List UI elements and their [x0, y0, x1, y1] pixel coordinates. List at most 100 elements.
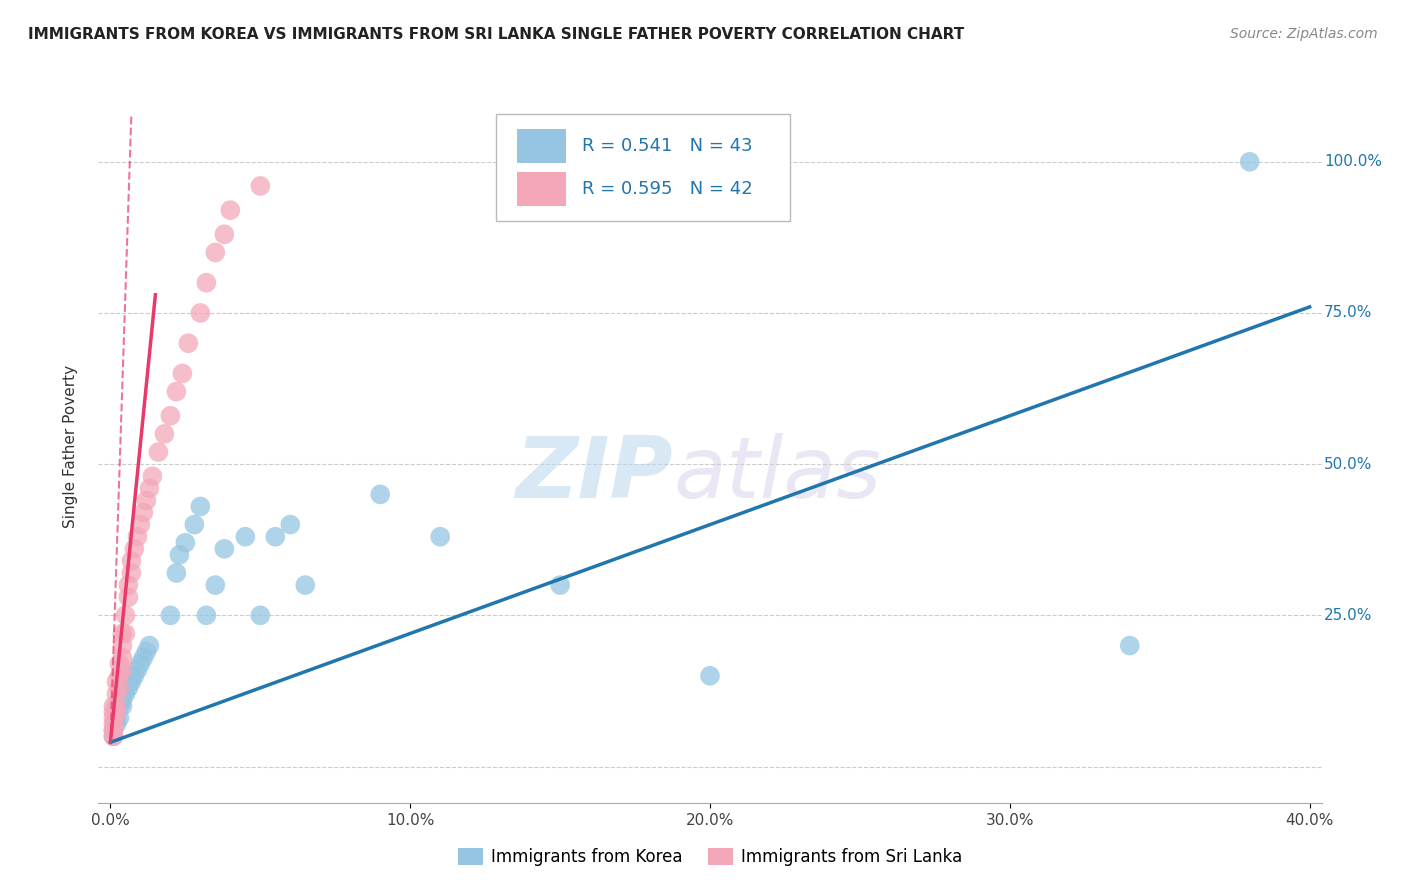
- Point: [129, 517, 152, 532]
- Point: [103, 699, 125, 714]
- Point: [233, 530, 256, 544]
- Point: [108, 657, 131, 671]
- Text: 25.0%: 25.0%: [1324, 607, 1372, 623]
- Point: [114, 626, 136, 640]
- Point: [105, 705, 128, 719]
- Text: 100.0%: 100.0%: [1324, 154, 1382, 169]
- Point: [214, 541, 236, 556]
- Point: [111, 663, 134, 677]
- Point: [165, 566, 187, 580]
- Point: [103, 705, 125, 719]
- Point: [188, 500, 211, 514]
- Point: [135, 493, 157, 508]
- Point: [103, 729, 125, 743]
- Point: [148, 445, 170, 459]
- Point: [111, 639, 134, 653]
- Text: R = 0.595   N = 42: R = 0.595 N = 42: [582, 180, 752, 198]
- Point: [132, 506, 155, 520]
- Point: [127, 663, 149, 677]
- Point: [188, 306, 211, 320]
- Point: [183, 517, 205, 532]
- Point: [264, 530, 287, 544]
- FancyBboxPatch shape: [496, 114, 790, 221]
- Point: [135, 645, 157, 659]
- Point: [1239, 154, 1261, 169]
- Point: [108, 669, 131, 683]
- Point: [159, 608, 181, 623]
- Point: [108, 681, 131, 695]
- Text: 75.0%: 75.0%: [1324, 305, 1372, 320]
- Point: [111, 650, 134, 665]
- Point: [368, 487, 391, 501]
- Point: [159, 409, 181, 423]
- Point: [153, 426, 176, 441]
- Point: [138, 481, 160, 495]
- Text: Source: ZipAtlas.com: Source: ZipAtlas.com: [1230, 27, 1378, 41]
- Point: [108, 693, 131, 707]
- Point: [114, 681, 136, 695]
- Y-axis label: Single Father Poverty: Single Father Poverty: [63, 365, 77, 527]
- Point: [195, 608, 218, 623]
- Point: [214, 227, 236, 242]
- Point: [165, 384, 187, 399]
- Point: [219, 203, 242, 218]
- Point: [124, 541, 146, 556]
- Bar: [517, 172, 565, 206]
- Point: [117, 590, 139, 604]
- Point: [699, 669, 721, 683]
- Text: IMMIGRANTS FROM KOREA VS IMMIGRANTS FROM SRI LANKA SINGLE FATHER POVERTY CORRELA: IMMIGRANTS FROM KOREA VS IMMIGRANTS FROM…: [28, 27, 965, 42]
- Point: [103, 723, 125, 738]
- Text: 50.0%: 50.0%: [1324, 457, 1372, 472]
- Legend: Immigrants from Korea, Immigrants from Sri Lanka: Immigrants from Korea, Immigrants from S…: [451, 841, 969, 873]
- Point: [127, 530, 149, 544]
- Point: [103, 729, 125, 743]
- Point: [129, 657, 152, 671]
- Text: ZIP: ZIP: [516, 433, 673, 516]
- Point: [177, 336, 200, 351]
- Point: [114, 608, 136, 623]
- Point: [169, 548, 191, 562]
- Point: [249, 178, 271, 193]
- Point: [141, 469, 163, 483]
- Point: [105, 687, 128, 701]
- Point: [111, 693, 134, 707]
- Text: atlas: atlas: [673, 433, 882, 516]
- Point: [204, 578, 226, 592]
- Point: [114, 687, 136, 701]
- Point: [429, 530, 451, 544]
- Point: [120, 566, 142, 580]
- Point: [105, 711, 128, 725]
- Point: [1119, 639, 1142, 653]
- Point: [174, 535, 197, 549]
- Point: [117, 674, 139, 689]
- Point: [132, 650, 155, 665]
- Point: [103, 723, 125, 738]
- Point: [105, 674, 128, 689]
- Point: [294, 578, 316, 592]
- Point: [120, 674, 142, 689]
- Point: [103, 717, 125, 731]
- Point: [105, 699, 128, 714]
- Text: R = 0.541   N = 43: R = 0.541 N = 43: [582, 137, 752, 155]
- Point: [120, 669, 142, 683]
- Point: [111, 687, 134, 701]
- Point: [111, 626, 134, 640]
- Point: [124, 669, 146, 683]
- Point: [548, 578, 571, 592]
- Point: [105, 717, 128, 731]
- Point: [117, 681, 139, 695]
- Point: [111, 699, 134, 714]
- Point: [172, 367, 194, 381]
- Point: [138, 639, 160, 653]
- Point: [249, 608, 271, 623]
- Bar: [517, 129, 565, 163]
- Point: [103, 711, 125, 725]
- Point: [117, 578, 139, 592]
- Point: [108, 699, 131, 714]
- Point: [105, 705, 128, 719]
- Point: [120, 554, 142, 568]
- Point: [278, 517, 301, 532]
- Point: [108, 711, 131, 725]
- Point: [195, 276, 218, 290]
- Point: [204, 245, 226, 260]
